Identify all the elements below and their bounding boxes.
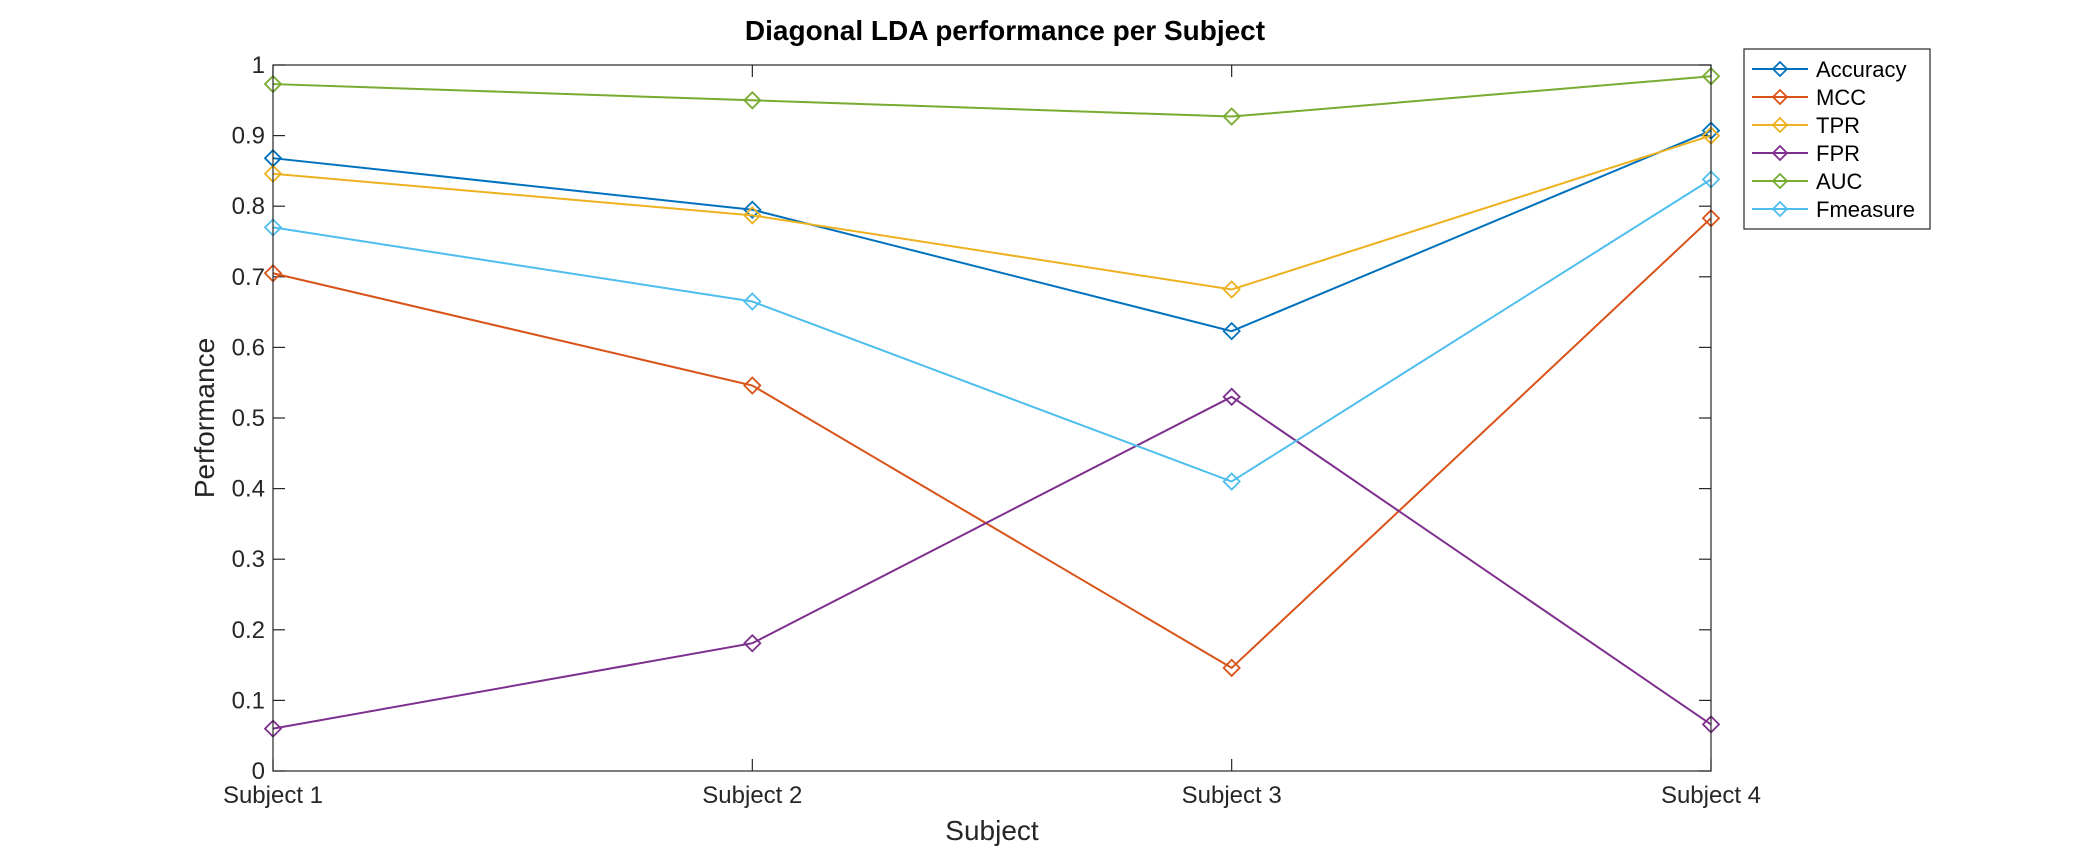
y-tick-label: 0.6 xyxy=(232,334,265,361)
legend-marker xyxy=(1771,200,1789,218)
legend-item-mcc: MCC xyxy=(1752,85,1866,110)
y-tick-label: 0.9 xyxy=(232,123,265,150)
legend-label: Accuracy xyxy=(1816,57,1906,82)
legend-label: FPR xyxy=(1816,141,1860,166)
legend-marker xyxy=(1771,172,1789,190)
x-tick-label: Subject 2 xyxy=(702,782,802,809)
data-point-auc xyxy=(743,91,762,110)
data-point-fmeasure xyxy=(1222,472,1241,491)
series-line-accuracy xyxy=(272,129,1712,333)
legend-box xyxy=(1743,48,1931,230)
x-tick-label: Subject 4 xyxy=(1661,782,1761,809)
series-accuracy xyxy=(263,121,1721,341)
x-tick-label: Subject 3 xyxy=(1182,782,1282,809)
x-axis-title: Subject xyxy=(945,815,1039,846)
data-point-fmeasure xyxy=(743,292,762,311)
plot-box xyxy=(272,64,1712,772)
legend-item-auc: AUC xyxy=(1752,169,1863,194)
series-line-tpr xyxy=(272,134,1712,291)
legend-marker xyxy=(1771,88,1789,106)
legend: Accuracy MCC TPR FPR AUC Fmeasure xyxy=(1743,48,1931,230)
legend-label: TPR xyxy=(1816,113,1860,138)
data-point-auc xyxy=(1222,107,1241,126)
legend-label: MCC xyxy=(1816,85,1866,110)
legend-marker xyxy=(1771,60,1789,78)
y-tick-label: 1 xyxy=(252,52,265,79)
legend-label: Fmeasure xyxy=(1816,197,1915,222)
series-line-fpr xyxy=(272,395,1712,730)
legend-item-accuracy: Accuracy xyxy=(1752,57,1906,82)
plot-area xyxy=(273,65,1711,771)
y-tick-label: 0 xyxy=(252,758,265,785)
y-tick-label: 0.8 xyxy=(232,193,265,220)
x-tick-label: Subject 1 xyxy=(223,782,323,809)
data-point-accuracy xyxy=(743,200,762,220)
y-tick-label: 0.4 xyxy=(232,476,265,503)
legend-item-fmeasure: Fmeasure xyxy=(1752,197,1915,222)
legend-label: AUC xyxy=(1816,169,1863,194)
legend-marker xyxy=(1771,116,1789,134)
chart-title: Diagonal LDA performance per Subject xyxy=(745,15,1265,46)
y-tick-label: 0.2 xyxy=(232,617,265,644)
series-line-auc xyxy=(272,75,1712,118)
y-tick-label: 0.7 xyxy=(232,264,265,291)
legend-item-fpr: FPR xyxy=(1752,141,1860,166)
data-point-tpr xyxy=(1222,280,1241,299)
y-tick-label: 0.1 xyxy=(232,687,265,714)
legend-marker xyxy=(1771,144,1789,162)
data-point-mcc xyxy=(1222,658,1241,678)
legend-item-tpr: TPR xyxy=(1752,113,1860,138)
data-point-mcc xyxy=(743,376,762,395)
series-line-mcc xyxy=(272,217,1712,670)
data-point-fpr xyxy=(1222,387,1241,407)
y-tick-label: 0.3 xyxy=(232,546,265,573)
data-point-accuracy xyxy=(1222,321,1241,341)
y-axis-title: Performance xyxy=(189,338,220,498)
data-point-fpr xyxy=(743,633,762,653)
data-point-tpr xyxy=(743,206,762,225)
series-line-fmeasure xyxy=(272,178,1712,483)
y-tick-label: 0.5 xyxy=(232,405,265,432)
